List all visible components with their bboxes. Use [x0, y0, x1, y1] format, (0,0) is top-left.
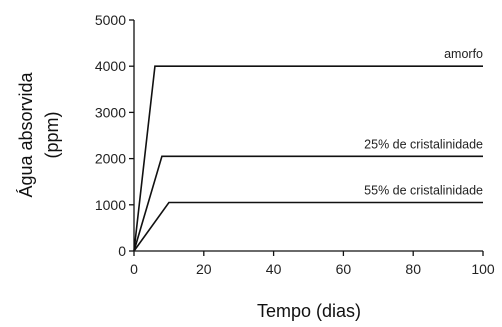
x-tick-label: 40	[266, 261, 282, 277]
series-label-3: 55% de cristalinidade	[364, 183, 483, 197]
x-tick-label: 20	[196, 261, 212, 277]
y-tick-label: 4000	[95, 58, 126, 74]
y-axis-title-line-2: (ppm)	[42, 111, 62, 158]
x-axis-title: Tempo (dias)	[257, 301, 361, 321]
series-line-3	[133, 201, 483, 252]
x-tick-label: 80	[405, 261, 421, 277]
y-tick-label: 5000	[95, 12, 126, 28]
x-tick-label: 60	[336, 261, 352, 277]
plot-area: 0 1000 2000 3000 4000 5000 0 20 40 60 80 100 amorfo 2…	[95, 12, 495, 277]
series-label-2: 25% de cristalinidade	[364, 137, 483, 151]
x-tick-label: 100	[471, 261, 495, 277]
y-axis-title: Água absorvida (ppm)	[16, 71, 62, 197]
series-line-2	[133, 155, 483, 252]
series-label-1: amorfo	[444, 47, 483, 61]
series-line-1	[133, 65, 483, 252]
x-tick-label: 0	[130, 261, 138, 277]
y-tick-label: 0	[118, 243, 126, 259]
y-tick-label: 3000	[95, 104, 126, 120]
y-tick-label: 1000	[95, 197, 126, 213]
y-axis-title-line-1: Água absorvida	[16, 71, 36, 197]
y-tick-label: 2000	[95, 151, 126, 167]
